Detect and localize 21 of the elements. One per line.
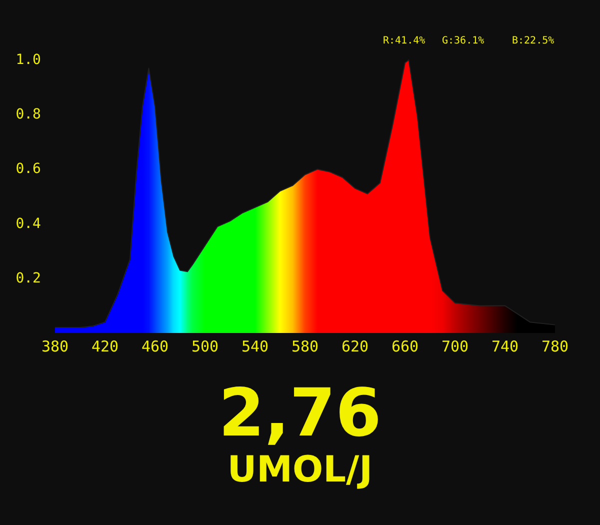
- x-tick-label: 580: [291, 338, 319, 356]
- x-tick-label: 700: [441, 338, 469, 356]
- x-tick-label: 620: [341, 338, 369, 356]
- text: 2,76: [218, 374, 382, 452]
- y-tick-label: 0.8: [16, 106, 41, 123]
- text: B:22.5%: [512, 36, 554, 46]
- x-tick-label: 740: [491, 338, 519, 356]
- y-tick-label: 0.4: [16, 216, 41, 232]
- x-tick-label: 460: [141, 338, 169, 356]
- text: G:36.1%: [442, 36, 484, 46]
- text: UMOL/J: [227, 450, 373, 490]
- x-tick-label: 660: [391, 338, 419, 356]
- y-tick-label: 0.2: [16, 270, 41, 286]
- x-tick-label: 780: [541, 338, 569, 356]
- x-tick-label: 420: [91, 338, 119, 356]
- y-tick-label: 1.0: [16, 52, 41, 68]
- x-tick-label: 500: [191, 338, 219, 356]
- x-tick-label: 380: [41, 338, 69, 356]
- y-tick-label: 0.6: [16, 161, 41, 178]
- x-tick-label: 540: [241, 338, 269, 356]
- text: R:41.4%: [383, 36, 426, 46]
